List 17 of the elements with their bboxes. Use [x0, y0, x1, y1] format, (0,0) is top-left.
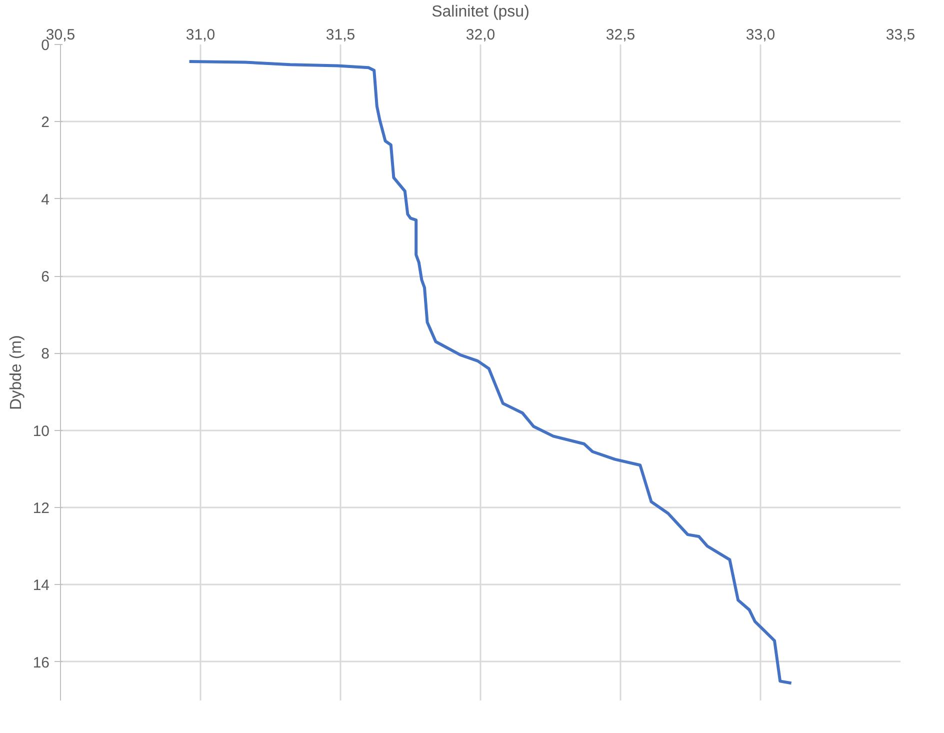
x-tick-label: 31,5 — [326, 26, 356, 44]
y-tick-label: 12 — [32, 500, 50, 518]
x-tick-label: 31,0 — [186, 26, 216, 44]
y-tick-label: 4 — [41, 191, 50, 208]
x-tick-label: 33,0 — [746, 26, 776, 44]
x-tick-label: 32,0 — [466, 26, 496, 44]
y-tick-label: 2 — [41, 114, 50, 132]
y-tick-label: 6 — [41, 268, 50, 286]
y-tick-label: 10 — [32, 422, 50, 440]
x-axis-title: Salinitet (psu) — [432, 4, 530, 20]
y-axis-title: Dybde (m) — [8, 335, 25, 410]
y-tick-label: 8 — [41, 346, 50, 363]
x-tick-label: 33,5 — [886, 26, 916, 44]
y-tick-label: 14 — [32, 577, 50, 594]
x-tick-label: 32,5 — [606, 26, 636, 44]
line-series — [188, 60, 793, 685]
y-tick-label: 16 — [32, 654, 50, 672]
